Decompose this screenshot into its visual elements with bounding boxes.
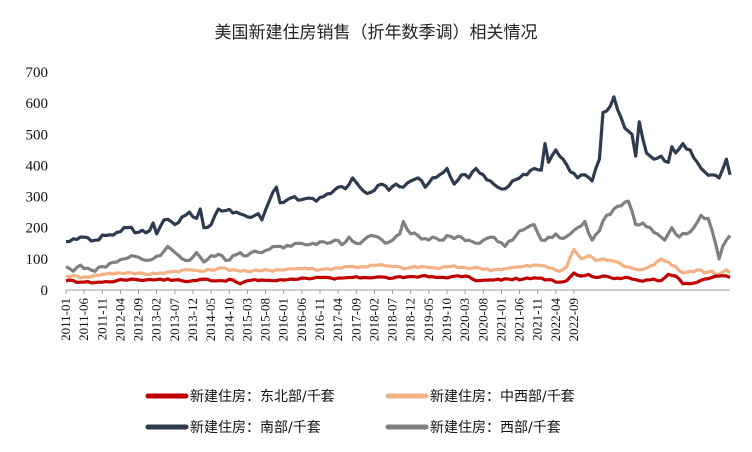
x-tick-label: 2012-04 [112, 298, 127, 342]
series-line-1 [65, 271, 731, 286]
series-line-4 [65, 199, 732, 273]
legend-label: 新建住房：中西部/千套 [430, 389, 575, 405]
y-tick-label: 300 [26, 190, 49, 206]
x-tick-label: 2020-08 [475, 298, 490, 341]
y-tick-label: 700 [26, 65, 49, 81]
x-tick-label: 2016-11 [312, 298, 327, 341]
x-tick-label: 2022-04 [548, 298, 563, 342]
y-tick-label: 200 [26, 221, 49, 237]
y-tick-label: 600 [26, 96, 49, 112]
x-tick-label: 2021-11 [530, 298, 545, 341]
x-tick-label: 2019-05 [421, 298, 436, 341]
chart-title: 美国新建住房销售（折年数季调）相关情况 [215, 23, 538, 43]
x-tick-label: 2013-12 [185, 298, 200, 341]
legend-label: 新建住房：西部/千套 [430, 420, 561, 436]
x-tick-label: 2011-01 [58, 298, 73, 341]
x-tick-label: 2013-07 [167, 298, 182, 342]
x-tick-label: 2016-06 [294, 298, 309, 342]
x-tick-label: 2018-07 [385, 298, 400, 342]
legend-label: 新建住房：东北部/千套 [190, 389, 335, 405]
x-tick-label: 2018-02 [366, 298, 381, 341]
y-tick-label: 0 [41, 283, 49, 299]
x-tick-label: 2014-10 [221, 298, 236, 341]
x-axis: 2011-01 2011-06 2011-11 2012-04 2012-09 2013-… [58, 290, 581, 341]
x-tick-label: 2012-09 [131, 298, 146, 341]
series-layer [65, 95, 732, 286]
series-line-2 [65, 247, 732, 280]
y-tick-label: 500 [26, 127, 49, 143]
x-tick-label: 2015-03 [239, 298, 254, 341]
x-tick-label: 2020-03 [457, 298, 472, 341]
x-tick-label: 2018-12 [403, 298, 418, 341]
x-tick-label: 2014-05 [203, 298, 218, 341]
x-tick-label: 2013-02 [149, 298, 164, 341]
legend-label: 新建住房：南部/千套 [190, 420, 321, 436]
y-tick-label: 400 [26, 158, 49, 174]
x-tick-label: 2022-09 [566, 298, 581, 341]
x-tick-label: 2016-01 [276, 298, 291, 341]
x-tick-label: 2019-10 [439, 298, 454, 341]
x-tick-label: 2017-09 [348, 298, 363, 341]
series-line-3 [65, 95, 732, 244]
x-tick-label: 2011-11 [94, 298, 109, 340]
x-tick-label: 2017-04 [330, 298, 345, 342]
y-tick-label: 100 [26, 252, 49, 268]
x-tick-label: 2011-06 [76, 298, 91, 341]
y-axis: 0 100 200 300 400 500 600 700 [26, 65, 49, 299]
x-tick-label: 2015-08 [258, 298, 273, 341]
x-tick-label: 2021-06 [512, 298, 527, 342]
x-tick-label: 2021-01 [493, 298, 508, 341]
